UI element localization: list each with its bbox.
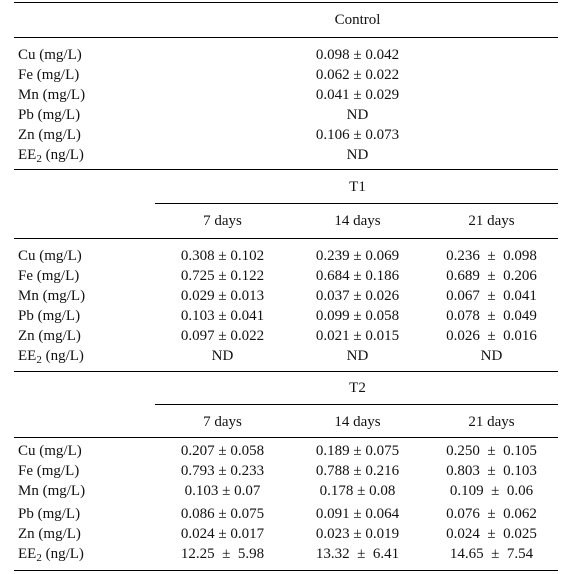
control-row-value: 0.062 ± 0.022 — [315, 67, 400, 83]
label-subscript: 2 — [36, 354, 42, 366]
t1-row-label: Pb (mg/L) — [18, 308, 81, 324]
t2-cell: 0.803 ± 0.103 — [446, 463, 537, 479]
control-row-value: ND — [346, 107, 369, 123]
control-header-rule — [14, 37, 558, 38]
control-row-label: Zn (mg/L) — [18, 127, 81, 143]
label-subscript: 2 — [36, 552, 42, 564]
control-row-value: 0.098 ± 0.042 — [315, 47, 400, 63]
t2-cell: 0.091 ± 0.064 — [315, 506, 400, 522]
t1-cell: 0.026 ± 0.016 — [446, 328, 537, 344]
t1-cell: 0.725 ± 0.122 — [180, 268, 265, 284]
t1-cell: 0.021 ± 0.015 — [315, 328, 400, 344]
control-header: Control — [334, 12, 381, 28]
control-row-label: Mn (mg/L) — [18, 87, 86, 103]
control-row-label: EE2 (ng/L) — [18, 146, 84, 165]
t2-cell: 0.076 ± 0.062 — [446, 506, 537, 522]
t1-col-header: 21 days — [468, 213, 515, 229]
t2-cell: 0.250 ± 0.105 — [446, 443, 537, 459]
t1-cell: 0.308 ± 0.102 — [180, 248, 265, 264]
t2-cell: 13.32 ± 6.41 — [315, 546, 400, 562]
t1-columns-rule — [14, 238, 558, 239]
t2-top-rule — [14, 371, 558, 372]
t1-row-label: Zn (mg/L) — [18, 328, 81, 344]
t1-cell: ND — [346, 348, 369, 364]
t2-cell: 0.189 ± 0.075 — [315, 443, 400, 459]
t1-row-label: Mn (mg/L) — [18, 288, 86, 304]
t2-cell: 12.25 ± 5.98 — [180, 546, 265, 562]
t1-row-label: Fe (mg/L) — [18, 268, 80, 284]
t2-cell: 0.793 ± 0.233 — [180, 463, 265, 479]
t1-cell: 0.099 ± 0.058 — [315, 308, 400, 324]
t2-row-label: Mn (mg/L) — [18, 483, 86, 499]
t1-cell: 0.236 ± 0.098 — [446, 248, 537, 264]
t1-header-rule — [155, 203, 558, 204]
t2-row-label: EE2 (ng/L) — [18, 545, 84, 564]
t2-cell: 0.023 ± 0.019 — [315, 526, 400, 542]
t2-cell: 0.024 ± 0.025 — [446, 526, 537, 542]
t1-cell: 0.103 ± 0.041 — [180, 308, 265, 324]
t2-col-header: 14 days — [334, 414, 381, 430]
t1-header: T1 — [349, 179, 366, 195]
t1-cell: 0.029 ± 0.013 — [180, 288, 265, 304]
label-prefix: EE — [18, 546, 37, 562]
control-row-label: Cu (mg/L) — [18, 47, 82, 63]
bottom-rule — [14, 570, 558, 571]
label-prefix: EE — [18, 147, 37, 163]
t2-cell: 0.103 ± 0.07 — [184, 483, 261, 499]
label-suffix: (ng/L) — [41, 147, 84, 163]
t1-cell: 0.239 ± 0.069 — [315, 248, 400, 264]
t1-cell: 0.067 ± 0.041 — [446, 288, 537, 304]
label-suffix: (ng/L) — [41, 546, 84, 562]
t1-cell: ND — [480, 348, 503, 364]
t2-row-label: Pb (mg/L) — [18, 506, 81, 522]
t2-cell: 0.086 ± 0.075 — [180, 506, 265, 522]
t2-cell: 0.788 ± 0.216 — [315, 463, 400, 479]
label-suffix: (ng/L) — [41, 348, 84, 364]
t2-cell: 0.207 ± 0.058 — [180, 443, 265, 459]
control-row-value: 0.106 ± 0.073 — [315, 127, 400, 143]
top-rule — [14, 2, 558, 3]
t2-cell: 0.178 ± 0.08 — [319, 483, 396, 499]
t2-columns-rule — [14, 437, 558, 438]
t2-cell: 0.109 ± 0.06 — [449, 483, 534, 499]
t2-cell: 14.65 ± 7.54 — [449, 546, 534, 562]
t2-header-rule — [155, 404, 558, 405]
t2-col-header: 7 days — [203, 414, 242, 430]
t1-cell: 0.684 ± 0.186 — [315, 268, 400, 284]
control-row-label: Pb (mg/L) — [18, 107, 81, 123]
label-prefix: EE — [18, 348, 37, 364]
t2-cell: 0.024 ± 0.017 — [180, 526, 265, 542]
t1-cell: 0.689 ± 0.206 — [446, 268, 537, 284]
t1-cell: 0.078 ± 0.049 — [446, 308, 537, 324]
control-row-label: Fe (mg/L) — [18, 67, 80, 83]
t1-col-header: 14 days — [334, 213, 381, 229]
control-row-value: 0.041 ± 0.029 — [315, 87, 400, 103]
t2-header: T2 — [349, 380, 366, 396]
t1-row-label: EE2 (ng/L) — [18, 347, 84, 366]
t2-row-label: Fe (mg/L) — [18, 463, 80, 479]
t2-col-header: 21 days — [468, 414, 515, 430]
t1-row-label: Cu (mg/L) — [18, 248, 82, 264]
t1-top-rule — [14, 169, 558, 170]
t1-cell: 0.097 ± 0.022 — [180, 328, 265, 344]
t2-row-label: Cu (mg/L) — [18, 443, 82, 459]
label-subscript: 2 — [36, 153, 42, 165]
t1-cell: 0.037 ± 0.026 — [315, 288, 400, 304]
t2-row-label: Zn (mg/L) — [18, 526, 81, 542]
control-row-value: ND — [346, 147, 369, 163]
t1-cell: ND — [211, 348, 234, 364]
t1-col-header: 7 days — [203, 213, 242, 229]
